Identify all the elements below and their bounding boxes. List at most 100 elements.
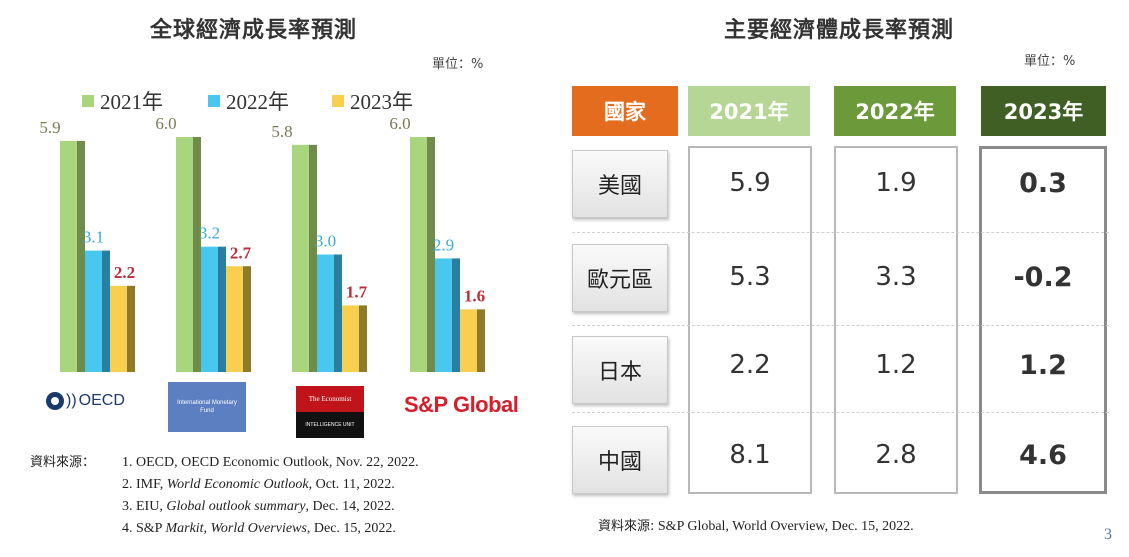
legend-swatch-2022 (208, 95, 220, 107)
row-divider (572, 412, 1109, 413)
source-text-italic: World Economic Outlook (166, 477, 309, 492)
source-num: 3. (122, 499, 133, 514)
header-2022: 2022年 (834, 86, 956, 136)
table-unit: 單位：% (1024, 54, 1076, 69)
bar-oecd-2022 (85, 250, 102, 372)
cell-eurozone-2021: 5.3 (729, 262, 771, 292)
bar-eiu-2021-side (309, 144, 317, 372)
cell-us-2022: 1.9 (875, 168, 917, 198)
source-row: 2. IMF, World Economic Outlook, Oct. 11,… (30, 474, 419, 496)
cell-japan-2023: 1.2 (1019, 350, 1067, 381)
eiu-logo-bottom: INTELLIGENCE UNIT (296, 412, 364, 438)
bar-sp-2022-side (452, 258, 460, 372)
source-num: 2. (122, 477, 133, 492)
source-text-italic: Markit, World Overviews (165, 521, 307, 536)
bar-oecd-2023 (110, 285, 127, 372)
cell-us-2021: 5.9 (729, 168, 771, 198)
data-label-oecd-2021: 5.9 (39, 118, 60, 137)
bar-oecd-2021-side (77, 140, 85, 372)
data-label-oecd-2023: 2.2 (114, 263, 135, 282)
bar-eiu-2023 (342, 305, 359, 372)
chart-unit: 單位：% (432, 57, 484, 72)
source-text: S&P Global, World Overview, Dec. 15, 202… (657, 519, 914, 534)
data-label-sp-2023: 1.6 (464, 286, 485, 305)
legend-2022: 2022年 (208, 86, 289, 116)
source-num: 1. (122, 455, 133, 470)
data-label-eiu-2023: 1.7 (346, 282, 368, 301)
bar-sp-2021-side (427, 137, 435, 372)
bar-eiu-2021 (292, 144, 309, 372)
data-label-imf-2022: 3.2 (199, 224, 220, 243)
oecd-globe-icon (46, 392, 64, 410)
legend-swatch-2023 (332, 95, 344, 107)
table-title: 主要經濟體成長率預測 (724, 18, 955, 43)
bar-eiu-2022-side (334, 254, 342, 372)
legend-2023: 2023年 (332, 86, 413, 116)
bar-oecd-2022-side (102, 250, 110, 372)
oecd-logo-text: OECD (78, 392, 125, 409)
data-label-eiu-2021: 5.8 (271, 122, 292, 141)
left-sources: 資料來源： 1. OECD, OECD Economic Outlook, Nov… (30, 452, 419, 540)
data-label-sp-2022: 2.9 (433, 235, 454, 254)
bar-imf-2021-side (193, 137, 201, 372)
country-label-china: 中國 (572, 426, 668, 494)
row-divider (572, 232, 1109, 233)
oecd-swoosh-icon: )) (66, 392, 77, 409)
legend-label-2023: 2023年 (350, 90, 413, 114)
bar-sp-2023-side (477, 309, 485, 372)
header-2023: 2023年 (981, 86, 1106, 136)
legend-label-2022: 2022年 (226, 90, 289, 114)
source-row: 4. S&P Markit, World Overviews, Dec. 15,… (30, 518, 419, 540)
bar-eiu-2023-side (359, 305, 367, 372)
chart-title: 全球經濟成長率預測 (150, 18, 358, 43)
data-label-sp-2021: 6.0 (389, 114, 410, 133)
imf-logo-text: International Monetary Fund (177, 400, 237, 414)
legend-swatch-2021 (82, 95, 94, 107)
cell-china-2022: 2.8 (875, 440, 917, 470)
source-text: EIU, (136, 499, 167, 514)
cell-china-2023: 4.6 (1019, 440, 1067, 471)
source-row: 3. EIU, Global outlook summary, Dec. 14,… (30, 496, 419, 518)
bar-sp-2023 (460, 309, 477, 372)
row-divider (572, 325, 1109, 326)
source-text-italic: Global outlook summary (166, 499, 306, 514)
country-label-us: 美國 (572, 150, 668, 218)
legend-label-2021: 2021年 (100, 90, 163, 114)
imf-logo: International Monetary Fund (168, 382, 246, 432)
legend-2021: 2021年 (82, 86, 163, 116)
bar-imf-2023 (226, 266, 243, 372)
data-label-imf-2021: 6.0 (155, 114, 176, 133)
bar-imf-2022-side (218, 246, 226, 372)
data-label-oecd-2022: 3.1 (83, 228, 104, 247)
cell-eurozone-2023: -0.2 (1013, 262, 1073, 293)
right-source: 資料來源: S&P Global, World Overview, Dec. 1… (598, 515, 914, 535)
oecd-logo: )) OECD (46, 388, 146, 414)
bar-sp-2022 (435, 258, 452, 372)
source-row: 資料來源： 1. OECD, OECD Economic Outlook, Nov… (30, 452, 419, 474)
cell-japan-2021: 2.2 (729, 350, 771, 380)
cell-china-2021: 8.1 (729, 440, 771, 470)
sp-global-logo: S&P Global (404, 392, 519, 417)
bar-imf-2022 (201, 246, 218, 372)
cell-japan-2022: 1.2 (875, 350, 917, 380)
data-label-eiu-2022: 3.0 (315, 232, 336, 251)
country-label-eurozone: 歐元區 (572, 244, 668, 312)
source-label: 資料來源: (598, 519, 655, 534)
cell-us-2023: 0.3 (1019, 168, 1067, 199)
bar-imf-2021 (176, 137, 193, 372)
column-2021 (688, 146, 812, 494)
header-country: 國家 (572, 86, 678, 136)
bar-oecd-2021 (60, 140, 77, 372)
header-2021: 2021年 (688, 86, 810, 136)
bar-chart: 5.9 3.1 2.2 6.0 3.2 2.7 5.8 3.0 1.7 6.0 2.9 1.6 (39, 114, 485, 372)
bar-imf-2023-side (243, 266, 251, 372)
column-2022 (834, 146, 958, 494)
bar-eiu-2022 (317, 254, 334, 372)
cell-eurozone-2022: 3.3 (875, 262, 917, 292)
bar-sp-2021 (410, 137, 427, 372)
country-label-japan: 日本 (572, 336, 668, 404)
data-label-imf-2023: 2.7 (230, 243, 252, 262)
source-num: 4. (122, 521, 133, 536)
source-label: 資料來源： (30, 455, 96, 470)
source-text: S&P (136, 521, 166, 536)
